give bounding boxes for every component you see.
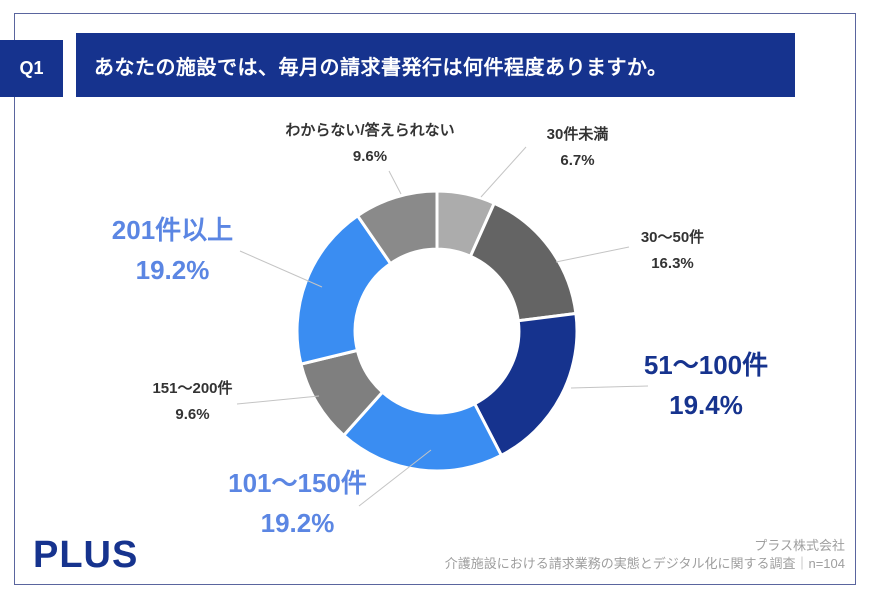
segment-label-under30: 30件未満 6.7% — [505, 122, 650, 174]
segment-label-text: 30〜50件 — [640, 229, 705, 246]
segment-percent-text: 19.4% — [669, 390, 743, 420]
plus-logo: PLUS — [33, 534, 139, 576]
leader-line-201plus — [239, 250, 323, 288]
leader-line-151-200 — [236, 395, 320, 405]
segment-label-text: 201件以上 — [111, 215, 234, 245]
segment-label-201plus: 201件以上 19.2% — [95, 210, 250, 290]
segment-label-text: 51〜100件 — [643, 350, 769, 380]
footer-company: プラス株式会社 — [754, 538, 845, 553]
leader-line-30-50 — [555, 246, 630, 263]
donut-segment — [468, 201, 578, 323]
question-number-badge: Q1 — [0, 40, 63, 97]
segment-percent-text: 6.7% — [560, 152, 595, 169]
leader-line-51-100 — [570, 385, 649, 389]
segment-percent-text: 19.2% — [260, 508, 335, 538]
segment-label-text: 30件未満 — [546, 126, 609, 143]
segment-label-text: 101〜150件 — [228, 468, 367, 498]
leader-line-unknown — [388, 170, 402, 195]
footer-credit: プラス株式会社 介護施設における請求業務の実態とデジタル化に関する調査｜n=10… — [445, 537, 845, 573]
segment-label-101-150: 101〜150件 19.2% — [220, 463, 375, 543]
segment-label-51-100: 51〜100件 19.4% — [632, 345, 780, 425]
segment-label-151-200: 151〜200件 9.6% — [125, 376, 260, 428]
question-number-label: Q1 — [19, 58, 44, 78]
segment-label-30-50: 30〜50件 16.3% — [600, 225, 745, 277]
question-title-bar: あなたの施設では、毎月の請求書発行は何件程度ありますか。 — [76, 33, 795, 97]
segment-percent-text: 19.2% — [135, 255, 210, 285]
leader-line-101-150 — [358, 449, 432, 507]
footer-survey-title: 介護施設における請求業務の実態とデジタル化に関する調査｜n=104 — [444, 556, 845, 571]
segment-percent-text: 9.6% — [352, 148, 388, 165]
segment-percent-text: 16.3% — [651, 255, 694, 272]
segment-label-unknown: わからない/答えられない 9.6% — [270, 118, 470, 170]
segment-label-text: わからない/答えられない — [285, 122, 455, 139]
leader-line-under30 — [480, 146, 527, 198]
segment-percent-text: 9.6% — [175, 406, 210, 423]
donut-segment — [355, 189, 439, 266]
segment-label-text: 151〜200件 — [152, 380, 233, 397]
question-title-text: あなたの施設では、毎月の請求書発行は何件程度ありますか。 — [94, 56, 668, 79]
